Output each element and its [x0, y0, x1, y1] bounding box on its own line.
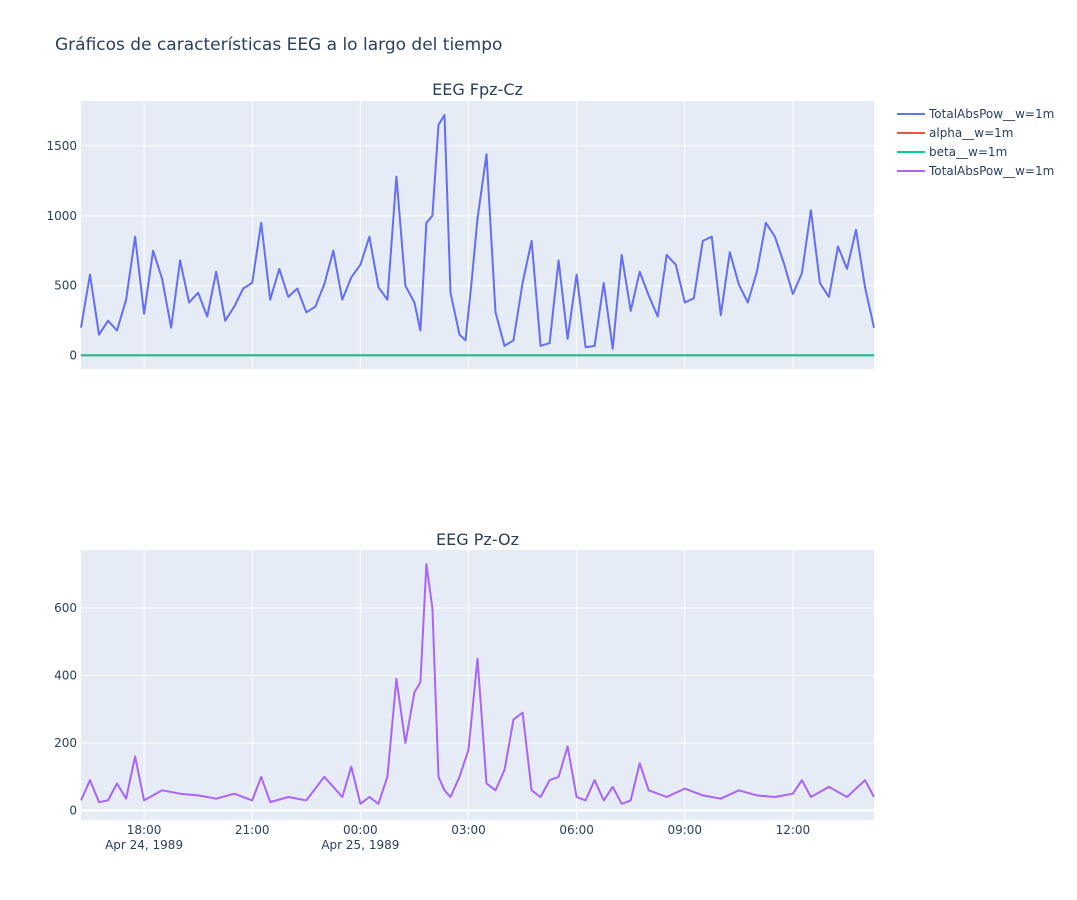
x-tick-label-4: 06:00 — [559, 823, 594, 837]
subplot-fpz-cz: EEG Fpz-Cz 0 500 1000 1500 — [46, 80, 875, 369]
x-tick-label-6: 12:00 — [776, 823, 811, 837]
series-group-fpz-cz — [80, 114, 875, 357]
legend-label-totalabspow-1: TotalAbsPow__w=1m — [928, 107, 1054, 121]
x-tick-label-0: 18:00 — [127, 823, 162, 837]
y-gridlines-pz-oz — [81, 607, 874, 812]
plot-area-pz-oz — [81, 550, 874, 820]
subplot-title-pz-oz: EEG Pz-Oz — [436, 530, 519, 549]
x-tick-label-3: 03:00 — [451, 823, 486, 837]
legend[interactable]: TotalAbsPow__w=1m alpha__w=1m beta__w=1m… — [897, 107, 1054, 178]
x-tick-label-2: 00:00 — [343, 823, 378, 837]
legend-label-alpha: alpha__w=1m — [929, 126, 1013, 140]
main-title: Gráficos de características EEG a lo lar… — [55, 35, 502, 55]
y-tick-label-1-1: 200 — [54, 736, 77, 750]
x-tick-label-1: 21:00 — [235, 823, 270, 837]
x-tick-label-5: 09:00 — [667, 823, 702, 837]
legend-item-totalabspow-1[interactable]: TotalAbsPow__w=1m — [897, 107, 1054, 121]
y-tick-labels-pz-oz: 0 200 400 600 — [54, 601, 77, 818]
y-tick-label-0-2: 1000 — [46, 209, 77, 223]
legend-label-totalabspow-2: TotalAbsPow__w=1m — [928, 164, 1054, 178]
plot-area-fpz-cz — [81, 101, 874, 369]
x-tick-date-label-0: Apr 24, 1989 — [105, 838, 183, 852]
y-tick-label-1-0: 0 — [69, 804, 77, 818]
y-tick-label-1-3: 600 — [54, 601, 77, 615]
legend-item-alpha[interactable]: alpha__w=1m — [897, 126, 1013, 140]
legend-item-totalabspow-2[interactable]: TotalAbsPow__w=1m — [897, 164, 1054, 178]
y-tick-label-0-0: 0 — [69, 349, 77, 363]
legend-label-beta: beta__w=1m — [929, 145, 1007, 159]
subplot-pz-oz: EEG Pz-Oz 0 200 400 600 — [54, 530, 875, 820]
x-gridlines-pz-oz — [143, 550, 794, 820]
series-group-pz-oz — [80, 563, 875, 805]
x-tick-date-label-2: Apr 25, 1989 — [321, 838, 399, 852]
legend-item-beta[interactable]: beta__w=1m — [897, 145, 1007, 159]
y-tick-label-0-1: 500 — [54, 279, 77, 293]
series-line-1-0 — [80, 563, 875, 805]
subplot-title-fpz-cz: EEG Fpz-Cz — [432, 80, 523, 99]
y-tick-label-1-2: 400 — [54, 669, 77, 683]
series-line-0-0 — [80, 114, 875, 350]
y-tick-label-0-3: 1500 — [46, 139, 77, 153]
y-tick-labels-fpz-cz: 0 500 1000 1500 — [46, 139, 77, 363]
